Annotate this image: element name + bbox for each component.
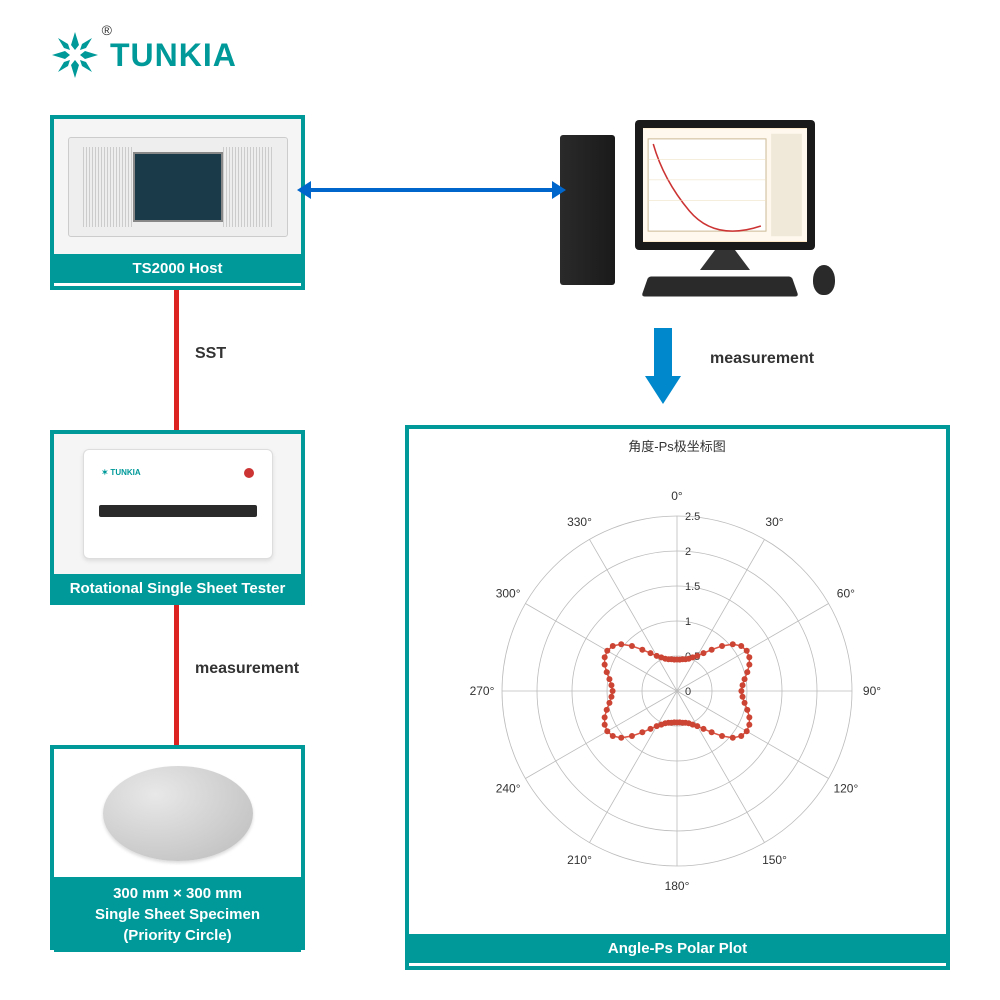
connector-sst bbox=[174, 290, 179, 430]
svg-text:1.5: 1.5 bbox=[685, 581, 700, 593]
sst-label: SST bbox=[195, 345, 226, 363]
tester-device-image: ✶ TUNKIA bbox=[54, 434, 301, 574]
tester-label: Rotational Single Sheet Tester bbox=[54, 574, 301, 603]
svg-text:0: 0 bbox=[685, 686, 691, 698]
connector-measurement-1 bbox=[174, 605, 179, 745]
svg-text:90°: 90° bbox=[863, 684, 881, 698]
tester-box: ✶ TUNKIA Rotational Single Sheet Tester bbox=[50, 430, 305, 605]
registered-mark: ® bbox=[102, 22, 112, 38]
pc-tower bbox=[560, 135, 615, 285]
pc-monitor bbox=[635, 120, 815, 250]
specimen-line3: (Priority Circle) bbox=[58, 925, 297, 946]
computer-image bbox=[555, 120, 835, 305]
specimen-label: 300 mm × 300 mm Single Sheet Specimen (P… bbox=[54, 877, 301, 952]
svg-text:240°: 240° bbox=[496, 782, 521, 796]
measurement-label-1: measurement bbox=[195, 660, 299, 678]
svg-text:2: 2 bbox=[685, 546, 691, 558]
svg-text:角度-Ps极坐标图: 角度-Ps极坐标图 bbox=[628, 439, 726, 454]
measurement-arrow-down bbox=[645, 328, 681, 403]
polar-chart: 角度-Ps极坐标图 0° 30° 60° 90° 120° 150° 180° 210° 240°… bbox=[409, 429, 946, 934]
host-device-image bbox=[54, 119, 301, 254]
brand-logo: ® TUNKIA bbox=[50, 30, 237, 80]
svg-text:300°: 300° bbox=[496, 587, 521, 601]
polar-plot-area: 角度-Ps极坐标图 0° 30° 60° 90° 120° 150° 180° 210° 240°… bbox=[409, 429, 946, 934]
specimen-image bbox=[54, 749, 301, 877]
logo-asterisk-icon: ® bbox=[50, 30, 100, 80]
keyboard bbox=[641, 276, 798, 296]
svg-text:120°: 120° bbox=[833, 782, 858, 796]
svg-text:30°: 30° bbox=[765, 515, 783, 529]
monitor-stand bbox=[700, 250, 750, 270]
mouse bbox=[813, 265, 835, 295]
svg-text:270°: 270° bbox=[470, 684, 495, 698]
svg-text:210°: 210° bbox=[567, 853, 592, 867]
svg-text:1: 1 bbox=[685, 616, 691, 628]
host-box: TS2000 Host bbox=[50, 115, 305, 290]
bidirectional-arrow bbox=[309, 188, 554, 192]
measurement-label-2: measurement bbox=[710, 350, 814, 368]
host-label: TS2000 Host bbox=[54, 254, 301, 283]
specimen-line2: Single Sheet Specimen bbox=[58, 904, 297, 925]
polar-plot-box: 角度-Ps极坐标图 0° 30° 60° 90° 120° 150° 180° 210° 240°… bbox=[405, 425, 950, 970]
svg-text:0°: 0° bbox=[671, 489, 683, 503]
polar-label: Angle-Ps Polar Plot bbox=[409, 934, 946, 963]
svg-text:330°: 330° bbox=[567, 515, 592, 529]
svg-text:150°: 150° bbox=[762, 853, 787, 867]
svg-text:180°: 180° bbox=[665, 879, 690, 893]
specimen-box: 300 mm × 300 mm Single Sheet Specimen (P… bbox=[50, 745, 305, 950]
svg-text:2.5: 2.5 bbox=[685, 511, 700, 523]
brand-name: TUNKIA bbox=[110, 37, 237, 74]
svg-text:60°: 60° bbox=[837, 587, 855, 601]
specimen-line1: 300 mm × 300 mm bbox=[58, 883, 297, 904]
